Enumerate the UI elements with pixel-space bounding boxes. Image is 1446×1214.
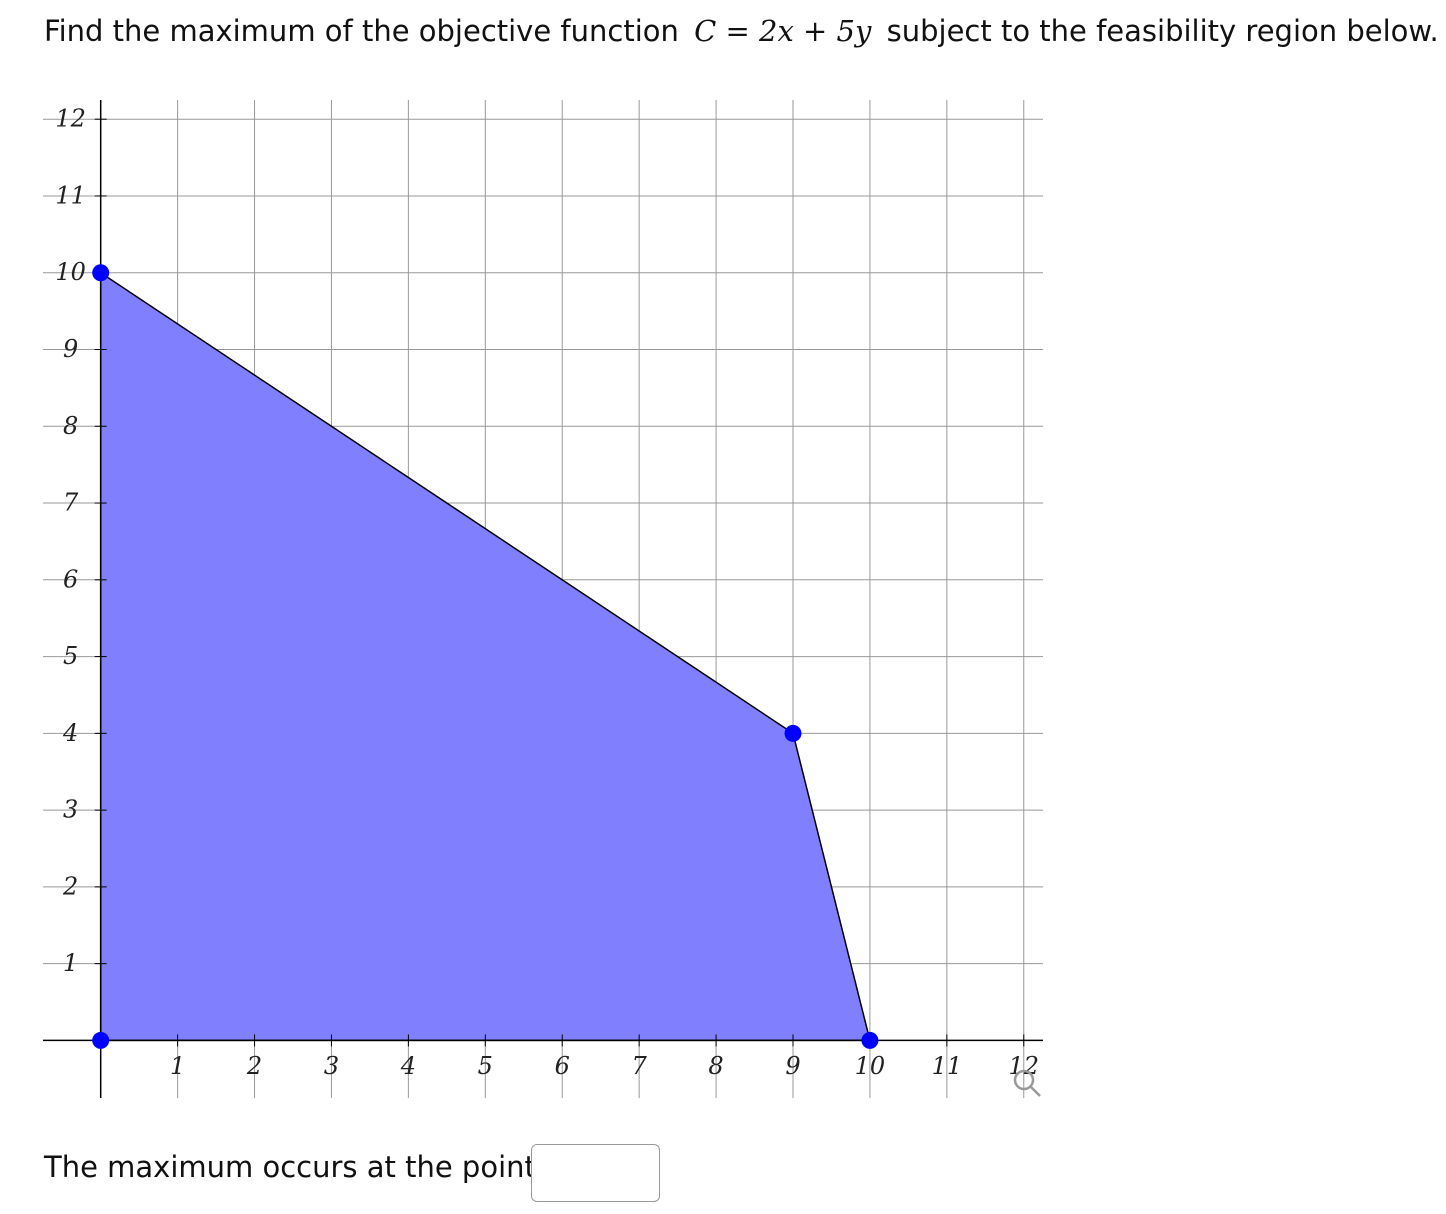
x-tick-label: 8 xyxy=(708,1052,723,1080)
x-tick-label: 3 xyxy=(324,1052,339,1080)
x-tick-label: 4 xyxy=(400,1052,416,1080)
answer-prompt: The maximum occurs at the point: xyxy=(44,1150,546,1184)
question-text: Find the maximum of the objective functi… xyxy=(44,14,679,48)
zoom-icon[interactable] xyxy=(1013,1069,1041,1097)
y-tick-label: 3 xyxy=(63,796,78,824)
x-tick-label: 12 xyxy=(1008,1052,1039,1080)
formula: C = 2x + 5y xyxy=(694,14,872,48)
y-tick-label: 12 xyxy=(55,105,86,133)
y-tick-label: 10 xyxy=(55,258,86,286)
x-tick-label: 5 xyxy=(478,1052,493,1080)
y-tick-label: 5 xyxy=(63,642,78,670)
x-tick-label: 10 xyxy=(855,1052,886,1080)
y-tick-label: 7 xyxy=(63,489,79,517)
answer-input[interactable] xyxy=(531,1144,660,1202)
x-tick-label: 11 xyxy=(932,1052,963,1080)
vertex-point xyxy=(784,724,802,742)
y-tick-label: 6 xyxy=(63,565,78,593)
question-text: subject to the feasibility region below. xyxy=(886,14,1439,48)
y-tick-label: 8 xyxy=(63,412,78,440)
y-tick-label: 2 xyxy=(62,872,78,900)
y-tick-label: 4 xyxy=(62,719,78,747)
vertex-point xyxy=(861,1031,879,1049)
x-tick-label: 6 xyxy=(555,1052,570,1080)
x-tick-label: 1 xyxy=(170,1052,185,1080)
x-tick-label: 2 xyxy=(246,1052,262,1080)
x-tick-label: 9 xyxy=(785,1052,800,1080)
vertex-point xyxy=(92,1031,110,1049)
question: Find the maximum of the objective functi… xyxy=(44,14,1439,48)
x-tick-label: 7 xyxy=(632,1052,648,1080)
y-tick-label: 1 xyxy=(63,949,78,977)
vertex-point xyxy=(92,264,110,282)
y-tick-label: 9 xyxy=(63,335,78,363)
y-tick-label: 11 xyxy=(55,181,86,209)
